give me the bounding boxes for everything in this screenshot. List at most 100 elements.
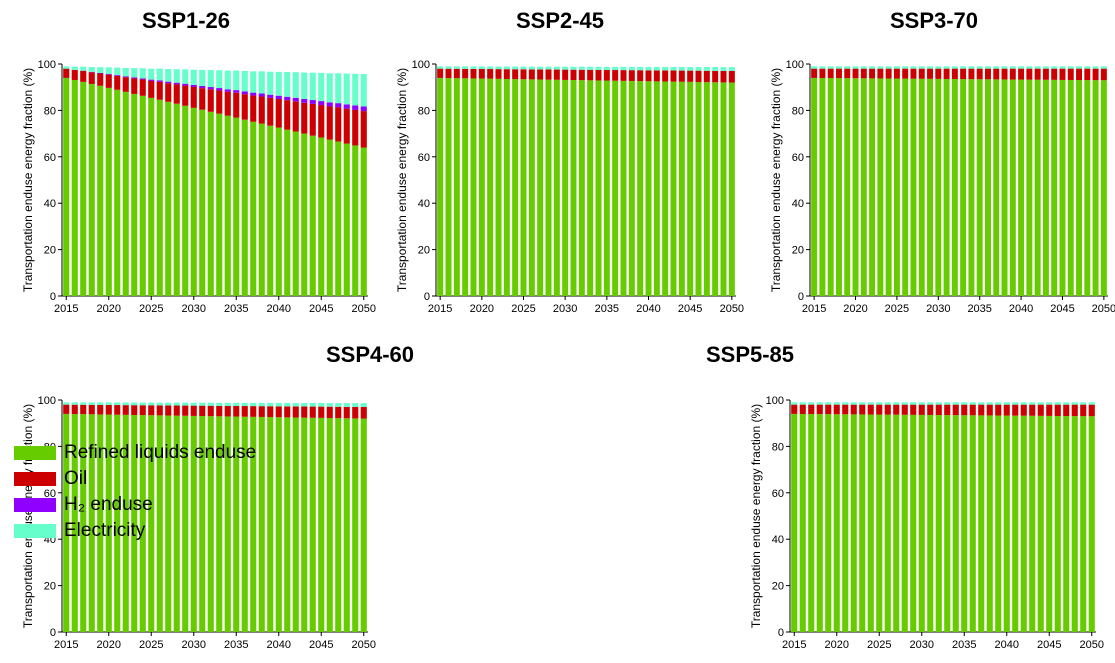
bar-oil-2034	[952, 404, 959, 416]
bar-oil-2044	[1037, 404, 1044, 416]
bar-oil-2036	[969, 404, 976, 416]
legend: Refined liquids enduse Oil H₂ enduse Ele…	[14, 440, 314, 544]
bar-refined-2048	[343, 418, 350, 632]
bar-oil-2027	[165, 405, 172, 416]
bar-oil-2031	[943, 68, 950, 79]
bar-refined-2033	[216, 416, 223, 632]
bar-refined-2020	[833, 414, 840, 632]
bar-oil-2034	[968, 68, 975, 80]
bar-refined-2050	[360, 418, 367, 632]
bar-electricity-2025	[148, 402, 155, 406]
y-tick-label: 0	[50, 291, 56, 303]
bar-refined-2042	[292, 417, 299, 632]
bar-oil-2025	[876, 404, 883, 415]
bar-electricity-2025	[893, 66, 900, 69]
bar-oil-2029	[910, 404, 917, 415]
bar-refined-2018	[816, 414, 823, 632]
bar-h2-2029	[182, 83, 189, 86]
x-tick-label: 2030	[553, 303, 577, 315]
bar-electricity-2021	[860, 66, 867, 69]
bar-electricity-2049	[720, 67, 727, 71]
bar-refined-2047	[335, 418, 342, 632]
bar-oil-2017	[827, 68, 834, 79]
bar-refined-2023	[131, 414, 138, 632]
bar-electricity-2047	[1063, 402, 1070, 405]
bar-electricity-2040	[645, 66, 652, 71]
bar-electricity-2046	[1067, 66, 1074, 69]
bar-oil-2036	[984, 68, 991, 80]
bar-oil-2042	[662, 70, 669, 82]
bar-oil-2017	[808, 404, 815, 415]
bar-electricity-2041	[284, 72, 291, 97]
bar-oil-2040	[1003, 404, 1010, 416]
x-tick-label: 2015	[782, 639, 806, 651]
bar-oil-2030	[918, 404, 925, 415]
bar-oil-2040	[275, 406, 282, 418]
x-tick-label: 2035	[224, 639, 248, 651]
bar-electricity-2034	[595, 66, 602, 70]
bar-refined-2049	[352, 145, 359, 296]
bar-oil-2046	[1067, 68, 1074, 80]
bar-electricity-2034	[224, 402, 231, 406]
bar-oil-2042	[292, 101, 299, 132]
bar-oil-2017	[80, 404, 87, 415]
bar-refined-2025	[148, 415, 155, 632]
bar-oil-2025	[148, 80, 155, 98]
bar-refined-2028	[545, 79, 552, 296]
bar-refined-2044	[1037, 415, 1044, 632]
bar-oil-2016	[71, 404, 78, 415]
bar-electricity-2027	[165, 402, 172, 406]
bar-refined-2037	[993, 79, 1000, 297]
bar-oil-2022	[122, 77, 129, 92]
bar-electricity-2018	[816, 402, 823, 405]
bar-h2-2032	[207, 87, 214, 90]
bar-oil-2045	[1046, 404, 1053, 416]
bar-oil-2041	[284, 100, 291, 130]
bar-electricity-2044	[309, 72, 316, 101]
bar-refined-2025	[876, 414, 883, 632]
bar-refined-2017	[808, 414, 815, 632]
bar-oil-2021	[487, 69, 494, 79]
bar-refined-2037	[250, 121, 257, 296]
x-tick-label: 2015	[428, 303, 452, 315]
bar-refined-2018	[835, 78, 842, 296]
bar-oil-2049	[352, 109, 359, 146]
bar-electricity-2017	[827, 66, 834, 69]
bar-electricity-2049	[352, 73, 359, 106]
bar-electricity-2032	[935, 402, 942, 405]
bar-h2-2049	[352, 105, 359, 110]
bar-electricity-2017	[808, 402, 815, 405]
bar-refined-2029	[182, 415, 189, 632]
bar-oil-2035	[976, 68, 983, 80]
bar-oil-2018	[88, 404, 95, 415]
chart-panel-3: SSP4-60020406080100Transportation enduse…	[21, 342, 414, 651]
legend-item-oil: Oil	[14, 466, 314, 492]
bar-refined-2040	[645, 81, 652, 296]
bar-refined-2048	[712, 82, 719, 296]
bar-electricity-2023	[131, 402, 138, 406]
bar-oil-2015	[437, 68, 444, 78]
bar-refined-2043	[301, 133, 308, 296]
bar-electricity-2038	[986, 402, 993, 405]
bar-h2-2031	[199, 86, 206, 89]
bar-electricity-2031	[199, 402, 206, 406]
bar-electricity-2033	[960, 66, 967, 69]
bar-oil-2041	[1012, 404, 1019, 416]
y-tick-label: 20	[44, 581, 56, 593]
bar-refined-2045	[318, 137, 325, 296]
bar-electricity-2040	[1018, 66, 1025, 69]
bar-refined-2035	[233, 117, 240, 296]
bar-oil-2026	[884, 404, 891, 415]
y-tick-label: 60	[772, 488, 784, 500]
x-tick-label: 2020	[470, 303, 494, 315]
bar-oil-2029	[927, 68, 934, 79]
bar-refined-2034	[968, 79, 975, 297]
bar-oil-2017	[80, 70, 87, 82]
bar-electricity-2022	[122, 67, 129, 77]
bar-oil-2031	[570, 69, 577, 81]
bar-electricity-2050	[728, 67, 735, 71]
bar-electricity-2045	[1046, 402, 1053, 405]
legend-swatch-oil	[14, 472, 56, 486]
bar-refined-2043	[670, 81, 677, 297]
bar-refined-2045	[1046, 415, 1053, 632]
